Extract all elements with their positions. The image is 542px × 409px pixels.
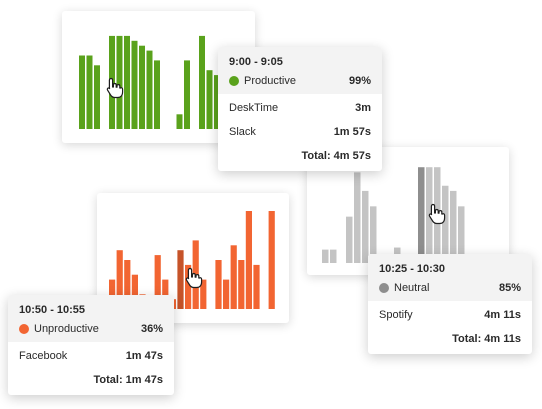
status-row: Productive 99% bbox=[229, 75, 371, 87]
chart-bar[interactable] bbox=[354, 172, 361, 263]
app-name: Spotify bbox=[379, 309, 413, 321]
chart-bar[interactable] bbox=[370, 206, 377, 263]
chart-bar[interactable] bbox=[146, 50, 153, 129]
unproductive-tooltip: 10:50 - 10:55 Unproductive 36% Facebook … bbox=[8, 295, 174, 395]
chart-bar[interactable] bbox=[230, 245, 237, 309]
status-label: Neutral bbox=[394, 282, 430, 294]
status-percent: 36% bbox=[140, 323, 163, 335]
neutral-tooltip: 10:25 - 10:30 Neutral 85% Spotify 4m 11s… bbox=[368, 254, 532, 354]
chart-bar[interactable] bbox=[362, 190, 369, 263]
app-row: Spotify 4m 11s bbox=[379, 309, 521, 321]
hand-pointer-icon bbox=[428, 203, 446, 225]
status-label: Unproductive bbox=[34, 323, 99, 335]
chart-bar[interactable] bbox=[176, 114, 183, 129]
time-range: 10:50 - 10:55 bbox=[19, 304, 86, 316]
tooltip-header: 10:50 - 10:55 Unproductive 36% bbox=[8, 295, 174, 342]
hand-pointer-icon bbox=[106, 77, 124, 99]
total-time: Total: 4m 57s bbox=[301, 150, 372, 162]
app-name: Facebook bbox=[19, 350, 68, 362]
chart-bar[interactable] bbox=[177, 250, 184, 309]
tooltip-body: Facebook 1m 47s Total: 1m 47s bbox=[8, 342, 174, 395]
chart-bar[interactable] bbox=[214, 75, 220, 129]
status-row: Neutral 85% bbox=[379, 282, 521, 294]
chart-bar[interactable] bbox=[184, 60, 190, 129]
chart-bar[interactable] bbox=[131, 40, 138, 129]
status-percent: 85% bbox=[498, 282, 521, 294]
time-range: 9:00 - 9:05 bbox=[229, 56, 283, 68]
chart-bar[interactable] bbox=[458, 206, 465, 263]
app-time: 1m 47s bbox=[125, 350, 163, 362]
chart-bar[interactable] bbox=[238, 260, 245, 309]
chart-bar[interactable] bbox=[199, 35, 205, 129]
chart-bar[interactable] bbox=[200, 279, 207, 309]
chart-bar[interactable] bbox=[206, 70, 213, 129]
chart-bar[interactable] bbox=[116, 250, 123, 309]
chart-bar[interactable] bbox=[330, 249, 337, 263]
chart-bar[interactable] bbox=[253, 264, 260, 309]
chart-bar[interactable] bbox=[442, 185, 449, 263]
app-time: 3m bbox=[355, 102, 371, 114]
chart-bar[interactable] bbox=[79, 55, 85, 130]
productive-status-dot bbox=[229, 76, 239, 86]
neutral-status-dot bbox=[379, 283, 389, 293]
chart-bar[interactable] bbox=[322, 249, 329, 263]
chart-bar[interactable] bbox=[154, 60, 160, 129]
tooltip-header: 9:00 - 9:05 Productive 99% bbox=[218, 47, 382, 94]
tooltip-body: DeskTime 3m Slack 1m 57s Total: 4m 57s bbox=[218, 94, 382, 171]
chart-bar[interactable] bbox=[245, 211, 252, 309]
chart-bar[interactable] bbox=[124, 260, 131, 309]
chart-bar[interactable] bbox=[450, 190, 457, 263]
unproductive-status-dot bbox=[19, 324, 29, 334]
chart-bar[interactable] bbox=[154, 255, 161, 309]
chart-bar[interactable] bbox=[215, 260, 222, 309]
app-row: DeskTime 3m bbox=[229, 102, 371, 114]
app-row: Slack 1m 57s bbox=[229, 126, 371, 138]
time-range: 10:25 - 10:30 bbox=[379, 263, 446, 275]
status-row: Unproductive 36% bbox=[19, 323, 163, 335]
chart-bar[interactable] bbox=[418, 167, 425, 263]
status-percent: 99% bbox=[348, 75, 371, 87]
chart-bar[interactable] bbox=[185, 264, 192, 309]
app-name: Slack bbox=[229, 126, 256, 138]
chart-bar[interactable] bbox=[94, 65, 100, 129]
chart-bar[interactable] bbox=[116, 35, 123, 129]
status-label: Productive bbox=[244, 75, 296, 87]
productive-tooltip: 9:00 - 9:05 Productive 99% DeskTime 3m S… bbox=[218, 47, 382, 171]
chart-bar[interactable] bbox=[162, 279, 169, 309]
chart-bar[interactable] bbox=[139, 45, 145, 130]
tooltip-header: 10:25 - 10:30 Neutral 85% bbox=[368, 254, 532, 301]
total-time: Total: 1m 47s bbox=[93, 374, 164, 386]
app-row: Facebook 1m 47s bbox=[19, 350, 163, 362]
chart-bar[interactable] bbox=[86, 55, 93, 130]
chart-bar[interactable] bbox=[223, 279, 230, 309]
total-time: Total: 4m 11s bbox=[452, 333, 521, 345]
tooltip-body: Spotify 4m 11s Total: 4m 11s bbox=[368, 301, 532, 354]
app-name: DeskTime bbox=[229, 102, 279, 114]
chart-bar[interactable] bbox=[268, 211, 275, 309]
hand-pointer-icon bbox=[185, 267, 203, 289]
app-time: 4m 11s bbox=[484, 309, 521, 321]
chart-bar[interactable] bbox=[131, 274, 138, 309]
chart-bar[interactable] bbox=[346, 216, 353, 263]
chart-bar[interactable] bbox=[124, 35, 130, 129]
chart-bar[interactable] bbox=[109, 279, 116, 309]
app-time: 1m 57s bbox=[333, 126, 371, 138]
